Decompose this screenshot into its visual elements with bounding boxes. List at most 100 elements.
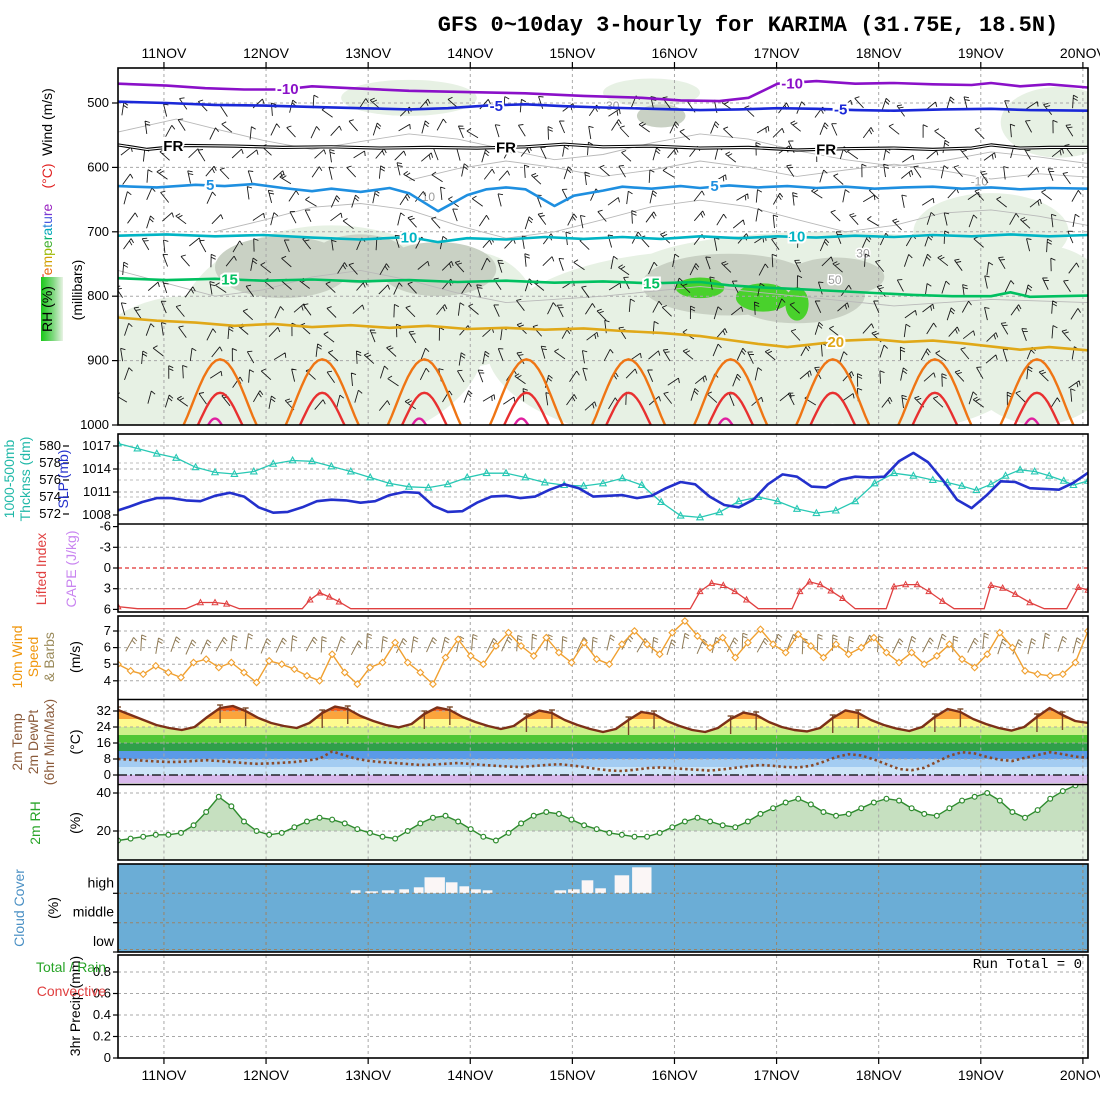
svg-text:10: 10: [789, 228, 806, 245]
tick-label: high: [88, 874, 114, 890]
tick-label: 580: [39, 438, 61, 453]
tick-label: 20: [97, 823, 111, 838]
tick-label: 11NOV: [142, 45, 188, 61]
tick-label: 40: [97, 785, 111, 800]
tick-label: 0: [104, 1050, 111, 1065]
svg-text:-10: -10: [277, 81, 299, 98]
tick-label: 6: [104, 640, 111, 655]
tick-label: 574: [39, 489, 61, 504]
tick-label: 0.6: [93, 986, 111, 1001]
axis-labels: 5006007008009001000101710141011100858057…: [1, 45, 1100, 1083]
tick-label: 18NOV: [856, 1067, 903, 1083]
tick-label: 1017: [82, 438, 111, 453]
svg-text:50: 50: [828, 273, 842, 287]
ylabel-pct2: (%): [45, 897, 61, 919]
svg-text:-5: -5: [490, 98, 503, 115]
chart-title: GFS 0~10day 3-hourly for KARIMA (31.75E,…: [438, 13, 1059, 38]
tick-label: 7: [104, 623, 111, 638]
tick-label: 24: [97, 719, 111, 734]
ylabel-temperature: Temperature: [39, 203, 55, 282]
tick-label: 1008: [82, 507, 111, 522]
tick-label: 600: [87, 159, 109, 174]
panel-temp2m: [118, 699, 1088, 785]
ylabel-2m-temp: 2m Temp: [9, 713, 25, 771]
ylabel-cloud-cover: Cloud Cover: [11, 869, 27, 947]
ylabel-speed: Speed: [25, 637, 41, 677]
tick-label: 19NOV: [958, 1067, 1005, 1083]
ylabel-thickness-2: Thcknss (dm): [17, 437, 33, 522]
tick-label: 15NOV: [549, 1067, 596, 1083]
svg-text:-5: -5: [834, 101, 847, 118]
tick-label: 16: [97, 735, 111, 750]
ylabel-barbs: & Barbs: [41, 632, 57, 682]
tick-label: 11NOV: [142, 1067, 188, 1083]
svg-text:FR: FR: [163, 138, 183, 155]
tick-label: 4: [104, 673, 111, 688]
tick-label: 0.2: [93, 1029, 111, 1044]
ylabel-precip: 3hr Precip (mm): [67, 956, 83, 1056]
svg-text:15: 15: [221, 271, 238, 288]
svg-text:5: 5: [710, 178, 718, 195]
ylabel-degc: (°C): [39, 163, 55, 188]
svg-text:30: 30: [606, 99, 620, 113]
tick-label: 16NOV: [652, 45, 699, 61]
tick-label: 1011: [83, 484, 111, 499]
tick-label: 19NOV: [958, 45, 1005, 61]
legend-total-rain: Total / Rain: [36, 959, 106, 975]
tick-label: low: [93, 933, 115, 949]
ylabel-minmax: (6hr Min/Max): [41, 699, 57, 785]
tick-label: 12NOV: [243, 1067, 290, 1083]
ylabel-wind: Wind (m/s): [39, 88, 55, 156]
ylabel-pct1: (%): [67, 812, 83, 834]
tick-label: 900: [87, 353, 109, 368]
tick-label: 14NOV: [447, 45, 494, 61]
svg-text:15: 15: [643, 275, 660, 292]
tick-label: 500: [87, 95, 109, 110]
ylabel-thickness-1: 1000-500mb: [1, 439, 17, 518]
run-total-label: Run Total = 0: [973, 957, 1082, 973]
tick-label: 0.8: [93, 964, 111, 979]
svg-text:-10: -10: [781, 76, 803, 93]
tick-label: -3: [99, 539, 111, 554]
tick-label: 13NOV: [345, 1067, 392, 1083]
rh-upper-fill: [184, 784, 1088, 831]
tick-label: 16NOV: [652, 1067, 699, 1083]
svg-text:30: 30: [856, 247, 870, 261]
ylabel-slp: SLP (mb): [55, 450, 71, 509]
svg-text:10: 10: [401, 230, 418, 247]
tick-label: 1014: [82, 461, 111, 476]
ylabel-2m-rh: 2m RH: [27, 801, 43, 845]
ylabel-2m-dewpt: 2m DewPt: [25, 710, 41, 775]
tick-label: -6: [99, 519, 111, 534]
panel-precip: [118, 955, 1088, 1058]
tick-label: 5: [104, 656, 111, 671]
ylabel-ms: (m/s): [67, 641, 83, 673]
svg-text:FR: FR: [496, 139, 516, 156]
tick-label: 700: [87, 224, 109, 239]
tick-label: middle: [73, 904, 114, 920]
ylabel-degc2: (°C): [67, 729, 83, 754]
tick-label: 6: [104, 601, 111, 616]
tick-label: 14NOV: [447, 1067, 494, 1083]
tick-label: 8: [104, 751, 111, 766]
tick-label: 17NOV: [754, 45, 801, 61]
tick-label: 576: [39, 472, 61, 487]
tick-label: 18NOV: [856, 45, 903, 61]
ylabel-cape: CAPE (J/kg): [63, 530, 79, 607]
tick-label: 0.4: [93, 1007, 111, 1022]
ylabel-rh: RH (%): [39, 286, 55, 332]
ylabel-lifted-index: Lifted Index: [33, 533, 49, 605]
panel-rh2m: [118, 784, 1088, 860]
tick-label: 3: [104, 581, 111, 596]
ylabel-millibars: (millibars): [69, 260, 85, 321]
tick-label: 20NOV: [1060, 45, 1100, 61]
panel-slp-thickness: [118, 434, 1088, 524]
tick-label: 32: [97, 703, 111, 718]
panel-stability: [118, 524, 1088, 612]
tick-label: 800: [87, 288, 109, 303]
tick-label: 15NOV: [549, 45, 596, 61]
